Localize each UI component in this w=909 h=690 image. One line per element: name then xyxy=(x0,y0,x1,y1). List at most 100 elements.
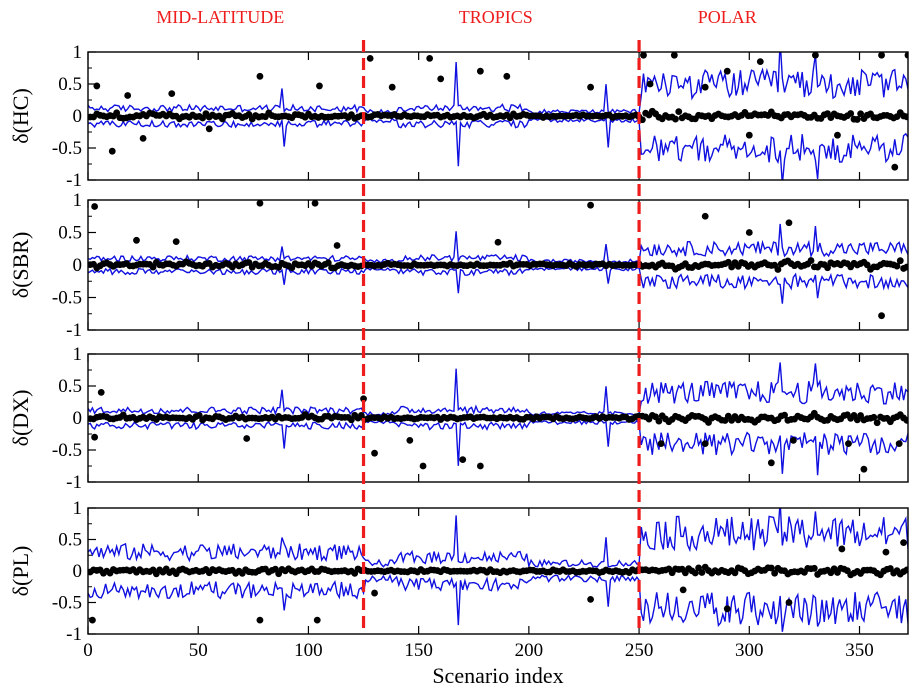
data-point xyxy=(870,413,878,421)
data-point-outlier xyxy=(388,83,396,91)
region-label: TROPICS xyxy=(459,7,533,27)
y-tick-label: 1 xyxy=(73,190,83,211)
data-point xyxy=(857,110,865,118)
data-point-outlier xyxy=(904,52,908,59)
x-tick-label: 50 xyxy=(189,640,208,661)
y-tick-label: -1 xyxy=(66,320,82,341)
data-point xyxy=(672,115,679,123)
data-point xyxy=(781,411,788,419)
data-point xyxy=(113,109,121,117)
data-point xyxy=(774,266,782,273)
y-axis-label: δ(DX) xyxy=(8,390,33,447)
data-point-outlier xyxy=(882,548,890,556)
data-point-outlier xyxy=(503,72,511,80)
data-point-outlier xyxy=(670,52,678,59)
panel-3: 1 0.5 0 -0.5 -1 δ(DX) xyxy=(8,344,909,493)
y-tick-label: 1 xyxy=(73,344,83,365)
panel-4: 1 0.5 0 -0.5 -1 δ(PL) xyxy=(8,498,909,645)
x-axis-label: Scenario index xyxy=(432,663,563,688)
data-point-outlier xyxy=(878,312,885,320)
data-point xyxy=(655,417,663,425)
data-point xyxy=(893,262,901,270)
y-axis-label: δ(SBR) xyxy=(8,232,33,299)
y-tick-label: -0.5 xyxy=(52,440,82,461)
y-axis-label: δ(PL) xyxy=(8,546,33,597)
data-point-outlier xyxy=(168,90,176,97)
data-point xyxy=(767,564,775,572)
data-point-outlier xyxy=(406,437,414,444)
data-point xyxy=(731,569,739,577)
data-point-outlier xyxy=(812,52,819,59)
y-tick-label: 0.5 xyxy=(58,376,82,397)
data-point xyxy=(675,108,683,116)
data-point xyxy=(324,259,332,267)
x-tick-label: 200 xyxy=(515,640,544,661)
y-axis-label: δ(HC) xyxy=(8,88,33,144)
data-point-outlier xyxy=(785,599,793,606)
data-point-outlier xyxy=(366,55,374,62)
data-point-outlier xyxy=(587,595,594,603)
x-tick-label: 150 xyxy=(404,640,433,661)
data-point-outlier xyxy=(789,437,797,444)
data-point-outlier xyxy=(891,163,899,171)
region-label: POLAR xyxy=(698,7,757,27)
data-point-outlier xyxy=(313,616,321,624)
y-tick-label: 1 xyxy=(73,42,83,63)
data-point-outlier xyxy=(243,435,251,442)
data-point-outlier xyxy=(895,440,903,447)
data-point-outlier xyxy=(646,80,654,88)
plot-area xyxy=(88,508,908,632)
data-point-outlier xyxy=(316,82,323,90)
panel-1: 1 0.5 0 -0.5 -1 δ(HC) xyxy=(8,42,909,191)
data-point-outlier xyxy=(878,52,885,59)
data-point xyxy=(807,257,815,264)
data-point xyxy=(245,259,253,266)
data-point-outlier xyxy=(371,589,378,597)
data-point-outlier xyxy=(745,131,753,139)
region-label: MID-LATITUDE xyxy=(156,7,284,27)
x-tick-label: 300 xyxy=(735,640,764,661)
data-point-outlier xyxy=(587,83,594,91)
data-point-outlier xyxy=(91,433,99,441)
y-tick-label: 0 xyxy=(73,106,83,127)
y-tick-label: -1 xyxy=(66,472,82,493)
data-point-outlier xyxy=(172,238,180,246)
data-point-outlier xyxy=(360,395,367,403)
data-point-outlier xyxy=(845,440,852,447)
data-point xyxy=(903,566,908,574)
x-tick-label: 350 xyxy=(845,640,874,661)
data-point-outlier xyxy=(459,456,467,463)
data-point-outlier xyxy=(437,75,445,83)
data-point xyxy=(896,257,904,265)
lower-band-line xyxy=(88,573,908,632)
data-point xyxy=(903,263,908,271)
x-tick-label: 0 xyxy=(83,640,93,661)
data-point-outlier xyxy=(723,67,731,75)
y-tick-label: 0 xyxy=(73,408,83,429)
data-point-outlier xyxy=(311,200,319,207)
data-point-outlier xyxy=(860,465,868,473)
data-point-outlier xyxy=(124,92,132,99)
upper-band-line xyxy=(88,508,908,569)
data-point-outlier xyxy=(91,203,99,210)
upper-band-line xyxy=(88,223,908,264)
y-tick-label: 0.5 xyxy=(58,530,82,551)
lower-band-line xyxy=(88,266,908,304)
plot-area xyxy=(88,362,908,476)
data-point-outlier xyxy=(108,147,116,155)
y-tick-label: 0 xyxy=(73,561,83,582)
data-point xyxy=(853,116,861,123)
data-point xyxy=(691,569,699,577)
data-point-outlier xyxy=(133,236,140,244)
panel-2: 1 0.5 0 -0.5 -1 δ(SBR) xyxy=(8,190,909,341)
data-point-outlier xyxy=(701,83,709,91)
y-tick-label: -1 xyxy=(66,624,82,645)
data-point-outlier xyxy=(679,586,687,594)
y-tick-label: -1 xyxy=(66,170,82,191)
data-point xyxy=(903,416,908,424)
data-point xyxy=(847,110,855,117)
data-point-outlier xyxy=(494,238,502,246)
y-tick-label: 0.5 xyxy=(58,223,82,244)
x-tick-label: 250 xyxy=(625,640,654,661)
y-tick-label: 0.5 xyxy=(58,74,82,95)
